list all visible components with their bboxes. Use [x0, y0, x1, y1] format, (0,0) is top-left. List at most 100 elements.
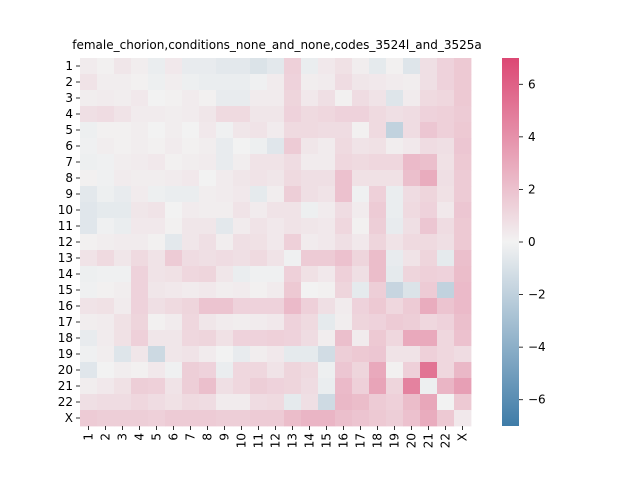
heatmap-cell — [267, 106, 285, 123]
heatmap-cell — [284, 250, 302, 267]
heatmap-cell — [80, 122, 98, 139]
heatmap-cell — [352, 58, 370, 75]
heatmap-cell — [267, 410, 285, 427]
heatmap-cell — [182, 90, 200, 107]
heatmap-cell — [437, 266, 455, 283]
heatmap-cell — [199, 90, 217, 107]
heatmap-cell — [420, 378, 438, 395]
heatmap-cell — [284, 138, 302, 155]
heatmap-cell — [165, 170, 183, 187]
heatmap-cell — [352, 186, 370, 203]
heatmap-cell — [267, 362, 285, 379]
heatmap-cell — [80, 266, 98, 283]
heatmap-cell — [131, 218, 149, 235]
heatmap-cell — [318, 410, 336, 427]
heatmap-cell — [216, 58, 234, 75]
heatmap-cell — [199, 410, 217, 427]
heatmap-cell — [216, 90, 234, 107]
y-tick-label: 7 — [65, 155, 73, 169]
heatmap-cell — [97, 170, 115, 187]
heatmap-cell — [403, 378, 421, 395]
heatmap-cell — [199, 74, 217, 91]
heatmap-cell — [216, 330, 234, 347]
heatmap-cell — [182, 122, 200, 139]
heatmap-cell — [284, 202, 302, 219]
colorbar-axis: −6 −4 −2 0 2 4 6 — [519, 77, 546, 407]
heatmap-cell — [182, 74, 200, 91]
heatmap-cell — [301, 138, 319, 155]
heatmap-cell — [131, 74, 149, 91]
heatmap-cell — [437, 186, 455, 203]
heatmap-cell — [182, 314, 200, 331]
heatmap-cell — [216, 74, 234, 91]
heatmap-cell — [335, 330, 353, 347]
heatmap-cell — [352, 138, 370, 155]
heatmap-cell — [420, 266, 438, 283]
heatmap-cell — [284, 122, 302, 139]
y-tick-label: 6 — [65, 139, 73, 153]
heatmap-cell — [301, 106, 319, 123]
heatmap-cell — [148, 90, 166, 107]
heatmap-cell — [335, 218, 353, 235]
heatmap-cell — [80, 138, 98, 155]
heatmap-cell — [97, 410, 115, 427]
heatmap-cell — [386, 282, 404, 299]
heatmap-cell — [250, 378, 268, 395]
heatmap-cell — [335, 314, 353, 331]
heatmap-cell — [148, 202, 166, 219]
heatmap-cell — [403, 314, 421, 331]
y-tick-label: 14 — [58, 267, 73, 281]
heatmap-cell — [454, 218, 472, 235]
heatmap-cell — [284, 74, 302, 91]
heatmap-cell — [114, 298, 132, 315]
heatmap-cell — [403, 106, 421, 123]
heatmap-cell — [301, 330, 319, 347]
heatmap-cell — [165, 250, 183, 267]
heatmap-cell — [165, 314, 183, 331]
heatmap-cell — [97, 266, 115, 283]
x-tick-label: X — [456, 433, 470, 441]
heatmap-cell — [250, 410, 268, 427]
heatmap-cell — [250, 298, 268, 315]
heatmap-cell — [352, 74, 370, 91]
heatmap-cell — [233, 202, 251, 219]
heatmap-cell — [216, 122, 234, 139]
heatmap-cell — [267, 282, 285, 299]
heatmap-cell — [318, 394, 336, 411]
heatmap-cell — [386, 202, 404, 219]
heatmap-cell — [131, 170, 149, 187]
heatmap-cell — [301, 58, 319, 75]
heatmap-cell — [454, 202, 472, 219]
y-tick-label: X — [65, 411, 73, 425]
heatmap-cell — [216, 410, 234, 427]
heatmap-cell — [352, 266, 370, 283]
heatmap-cell — [199, 58, 217, 75]
heatmap-cell — [369, 58, 387, 75]
heatmap-cell — [437, 122, 455, 139]
heatmap-cell — [182, 218, 200, 235]
colorbar-tick-label: 2 — [528, 182, 536, 196]
heatmap-cell — [386, 170, 404, 187]
heatmap-cell — [335, 154, 353, 171]
heatmap-cell — [199, 346, 217, 363]
heatmap-cell — [437, 202, 455, 219]
x-tick-label: 19 — [388, 433, 402, 448]
x-tick-label: 10 — [235, 433, 249, 448]
heatmap-cell — [301, 218, 319, 235]
heatmap-cell — [267, 218, 285, 235]
heatmap-cell — [165, 282, 183, 299]
heatmap-cell — [420, 330, 438, 347]
heatmap-cell — [114, 202, 132, 219]
heatmap-cell — [131, 138, 149, 155]
heatmap-cell — [250, 314, 268, 331]
heatmap-cell — [352, 250, 370, 267]
heatmap-cell — [318, 298, 336, 315]
heatmap-cell — [114, 138, 132, 155]
heatmap-cell — [182, 250, 200, 267]
heatmap-cell — [148, 122, 166, 139]
heatmap-cell — [335, 362, 353, 379]
heatmap-cell — [80, 58, 98, 75]
heatmap-cell — [369, 410, 387, 427]
heatmap-cell — [454, 378, 472, 395]
heatmap-cell — [437, 314, 455, 331]
